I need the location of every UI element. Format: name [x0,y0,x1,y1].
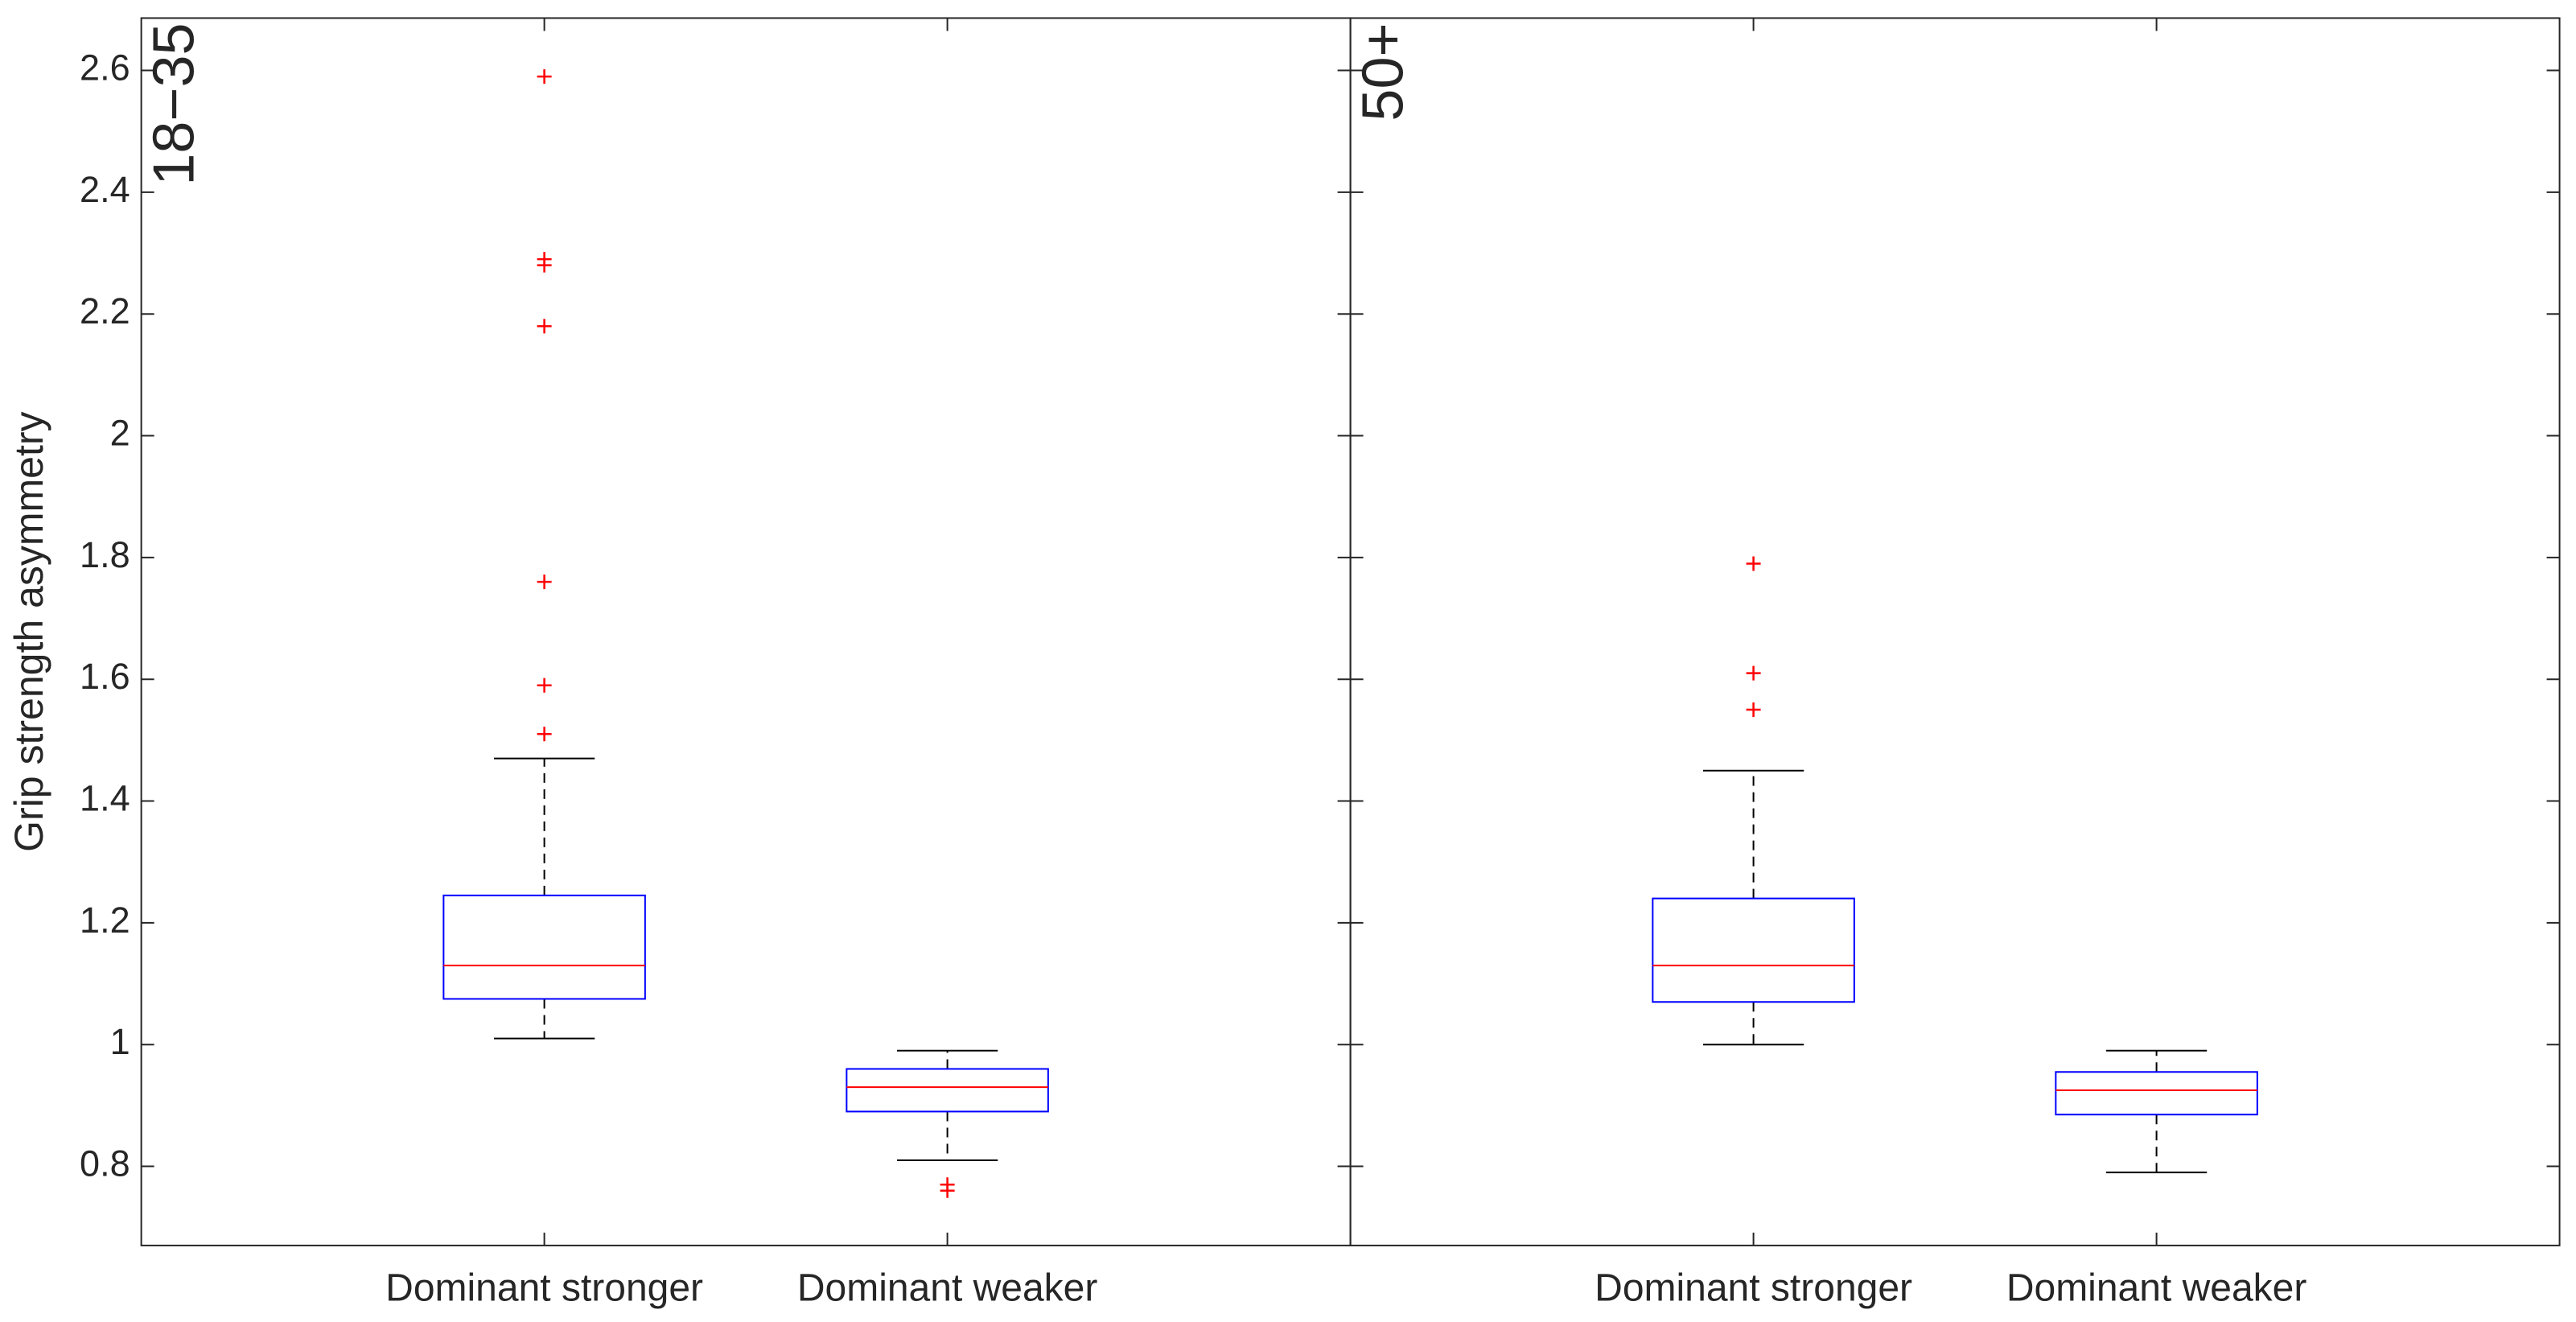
outlier [537,252,552,267]
outlier [537,677,552,693]
outlier [537,319,552,334]
outlier [1746,702,1761,718]
plot-frame [1349,17,2561,1246]
y-tick-label: 2.2 [80,290,130,332]
box [442,894,646,1000]
panel-label: 18−35 [142,23,207,185]
box [2055,1071,2258,1116]
x-tick-label: Dominant weaker [797,1267,1098,1310]
outlier [1746,556,1761,571]
y-tick-label: 1.2 [80,900,130,941]
x-tick-label: Dominant stronger [385,1267,703,1310]
outlier [537,727,552,742]
box [1652,897,1855,1003]
outlier [1746,665,1761,681]
x-tick-label: Dominant weaker [2006,1267,2307,1310]
y-axis-label: Grip strength asymmetry [6,411,51,851]
y-tick-label: 2.6 [80,47,130,88]
outlier [940,1183,955,1198]
y-tick-label: 1.8 [80,534,130,575]
y-tick-label: 0.8 [80,1143,130,1184]
y-tick-label: 2.4 [80,169,130,210]
panel-label: 50+ [1352,23,1416,121]
y-tick-label: 1 [110,1021,130,1062]
plot-frame [140,17,1352,1246]
y-tick-label: 1.4 [80,777,130,818]
y-tick-label: 1.6 [80,656,130,697]
y-tick-label: 2 [110,412,130,453]
x-tick-label: Dominant stronger [1595,1267,1912,1310]
outlier [537,69,552,84]
box [846,1068,1049,1113]
outlier [537,575,552,590]
